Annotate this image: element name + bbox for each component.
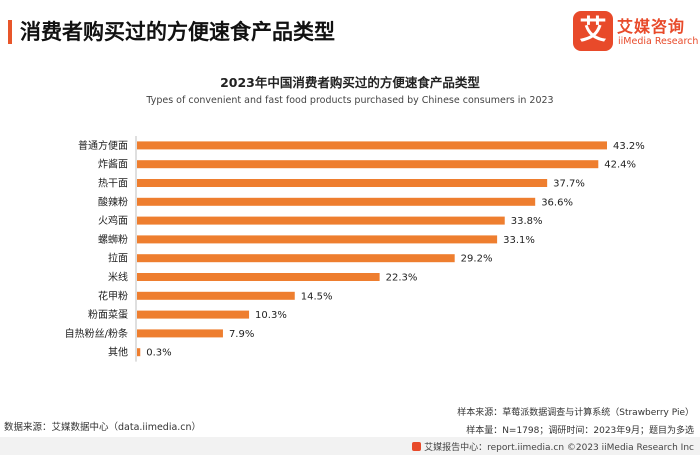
report-center-text: 艾媒报告中心：report.iimedia.cn ©2023 iiMedia R… bbox=[424, 443, 694, 453]
category-tick-label: 火鸡面 bbox=[98, 214, 128, 227]
bar bbox=[137, 160, 599, 169]
page-title: 消费者购买过的方便速食产品类型 bbox=[20, 20, 335, 44]
value-label: 0.3% bbox=[146, 348, 171, 359]
category-tick-label: 普通方便面 bbox=[78, 139, 128, 152]
bar bbox=[137, 329, 223, 338]
bar bbox=[137, 216, 505, 225]
value-label: 43.2% bbox=[613, 141, 645, 152]
value-label: 14.5% bbox=[301, 291, 333, 302]
category-tick-label: 自热粉丝/粉条 bbox=[65, 327, 128, 340]
logo-name-cn: 艾媒咨询 bbox=[617, 17, 686, 36]
category-tick-label: 花甲粉 bbox=[98, 289, 128, 302]
iimedia-logo: 艾 艾媒咨询 iiMedia Research bbox=[573, 9, 699, 55]
value-label: 33.1% bbox=[503, 235, 535, 246]
title-accent-strip bbox=[8, 20, 12, 44]
footer-band bbox=[0, 437, 700, 455]
report-logo-icon bbox=[412, 442, 422, 451]
logo-name-en: iiMedia Research bbox=[618, 36, 699, 47]
value-label: 22.3% bbox=[386, 273, 418, 284]
value-label: 37.7% bbox=[553, 179, 585, 190]
chart-title: 2023年中国消费者购买过的方便速食产品类型 bbox=[220, 75, 480, 90]
category-tick-label: 炸酱面 bbox=[98, 158, 128, 171]
category-tick-label: 螺蛳粉 bbox=[98, 233, 128, 246]
bar bbox=[137, 254, 455, 263]
category-tick-label: 拉面 bbox=[108, 252, 128, 265]
bar bbox=[137, 291, 295, 300]
sample-source: 样本来源：草莓派数据调查与计算系统（Strawberry Pie） bbox=[457, 408, 694, 418]
category-tick-label: 粉面菜蛋 bbox=[88, 308, 128, 321]
sample-info: 样本量：N=1798；调研时间：2023年9月；题目为多选 bbox=[466, 426, 694, 436]
value-label: 42.4% bbox=[604, 160, 636, 171]
value-label: 10.3% bbox=[255, 310, 287, 321]
value-label: 33.8% bbox=[511, 216, 543, 227]
report-center: 艾媒报告中心：report.iimedia.cn ©2023 iiMedia R… bbox=[412, 440, 694, 453]
bar bbox=[137, 310, 250, 319]
chart-subtitle: Types of convenient and fast food produc… bbox=[146, 95, 554, 106]
header-bar: 消费者购买过的方便速食产品类型 艾 艾媒咨询 iiMedia Research bbox=[0, 0, 700, 58]
value-label: 36.6% bbox=[541, 197, 573, 208]
bar bbox=[137, 235, 498, 244]
bar bbox=[137, 141, 607, 150]
logo-mark-icon: 艾 bbox=[573, 11, 613, 51]
category-tick-label: 其他 bbox=[108, 346, 128, 359]
data-source: 数据来源：艾媒数据中心（data.iimedia.cn） bbox=[4, 422, 202, 433]
category-tick-label: 酸辣粉 bbox=[98, 195, 128, 208]
bar bbox=[137, 273, 380, 281]
bar bbox=[137, 179, 548, 187]
bar bbox=[137, 197, 536, 206]
bar bbox=[137, 348, 141, 357]
value-label: 7.9% bbox=[229, 329, 254, 340]
category-tick-label: 米线 bbox=[108, 271, 128, 284]
value-label: 29.2% bbox=[461, 254, 493, 265]
category-tick-label: 热干面 bbox=[98, 177, 128, 190]
